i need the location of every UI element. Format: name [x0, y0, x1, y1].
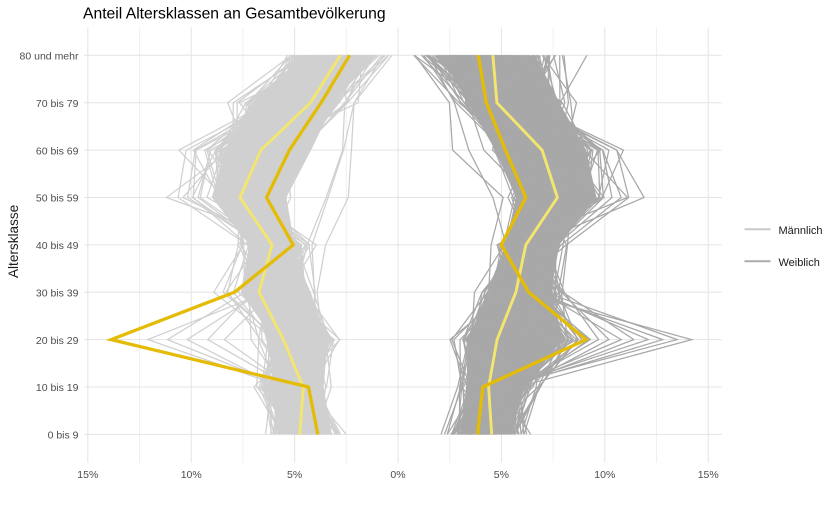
- svg-text:30 bis 39: 30 bis 39: [36, 287, 79, 299]
- svg-text:0%: 0%: [390, 469, 405, 481]
- svg-text:20 bis 29: 20 bis 29: [36, 335, 79, 347]
- svg-text:10 bis 19: 10 bis 19: [36, 382, 79, 394]
- svg-text:40 bis 49: 40 bis 49: [36, 240, 79, 252]
- svg-text:10%: 10%: [594, 469, 615, 481]
- svg-text:50 bis 59: 50 bis 59: [36, 193, 79, 205]
- svg-text:5%: 5%: [287, 469, 302, 481]
- svg-text:5%: 5%: [494, 469, 509, 481]
- svg-text:Altersklasse: Altersklasse: [6, 205, 21, 278]
- svg-text:15%: 15%: [698, 469, 719, 481]
- svg-text:70 bis 79: 70 bis 79: [36, 98, 79, 110]
- svg-text:Weiblich: Weiblich: [779, 257, 820, 269]
- svg-text:Anteil Altersklassen an Gesamt: Anteil Altersklassen an Gesamtbevölkerun…: [83, 6, 386, 23]
- svg-text:0 bis 9: 0 bis 9: [48, 430, 79, 442]
- svg-text:10%: 10%: [181, 469, 202, 481]
- svg-text:15%: 15%: [77, 469, 98, 481]
- svg-text:80 und mehr: 80 und mehr: [20, 51, 79, 63]
- svg-text:60 bis 69: 60 bis 69: [36, 145, 79, 157]
- svg-text:Männlich: Männlich: [779, 225, 823, 237]
